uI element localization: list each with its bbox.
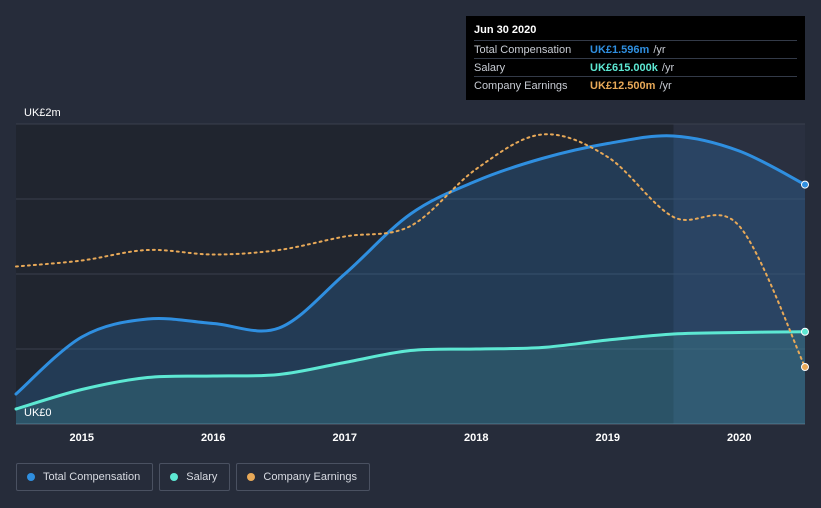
tooltip-unit: /yr: [661, 61, 675, 74]
legend-label: Company Earnings: [263, 471, 357, 483]
tooltip-row-company-earnings: Company Earnings UK£12.500m /yr: [474, 76, 797, 94]
tooltip-label: Total Compensation: [474, 43, 572, 56]
area-salary: [16, 331, 805, 424]
x-tick-label: 2015: [70, 432, 94, 444]
legend-dot-icon: [170, 473, 179, 481]
x-tick-label: 2020: [727, 432, 751, 444]
legend-item-total-compensation[interactable]: Total Compensation: [16, 463, 154, 491]
line-company-earnings: [15, 133, 806, 368]
y-axis-bottom-label: UK£0: [24, 407, 52, 419]
series-end-markers: [801, 180, 809, 371]
series-lines: [14, 133, 807, 411]
legend-item-salary[interactable]: Salary: [159, 463, 231, 491]
tooltip-unit: /yr: [653, 43, 666, 56]
tooltip-row-total-compensation: Total Compensation UK£1.596m /yr: [474, 40, 797, 58]
tooltip-value: UK£12.500m: [590, 79, 656, 92]
line-salary: [14, 330, 807, 411]
line-total-compensation: [14, 134, 807, 396]
tooltip-value: UK£1.596m: [590, 43, 650, 56]
area-total-compensation: [16, 135, 805, 424]
legend-item-company-earnings[interactable]: Company Earnings: [236, 463, 370, 491]
tooltip-label: Salary: [474, 61, 506, 74]
tooltip-value: UK£615.000k: [590, 61, 658, 74]
gridlines: [16, 123, 805, 425]
x-tick-label: 2018: [464, 432, 488, 444]
x-tick-label: 2017: [333, 432, 357, 444]
x-tick-label: 2016: [201, 432, 225, 444]
legend-dot-icon: [247, 473, 256, 481]
end-marker-salary: [801, 327, 809, 336]
legend-label: Salary: [186, 471, 218, 483]
chart-legend: Total Compensation Salary Company Earnin…: [16, 463, 370, 491]
end-marker-company-earnings: [801, 363, 809, 371]
tooltip-label: Company Earnings: [474, 79, 568, 92]
y-axis-top-label: UK£2m: [24, 107, 61, 119]
tooltip-row-salary: Salary UK£615.000k /yr: [474, 58, 797, 76]
legend-dot-icon: [27, 473, 35, 481]
series-areas: [16, 135, 805, 424]
tooltip-panel: Jun 30 2020 Total Compensation UK£1.596m…: [466, 16, 805, 100]
x-axis-ticks: 2015 2016 2017 2018 2019 2020: [70, 432, 752, 444]
legend-label: Total Compensation: [43, 471, 141, 483]
tooltip-date: Jun 30 2020: [474, 24, 537, 36]
end-marker-total-compensation: [801, 180, 809, 189]
tooltip-unit: /yr: [659, 79, 672, 92]
x-tick-label: 2019: [596, 432, 620, 444]
